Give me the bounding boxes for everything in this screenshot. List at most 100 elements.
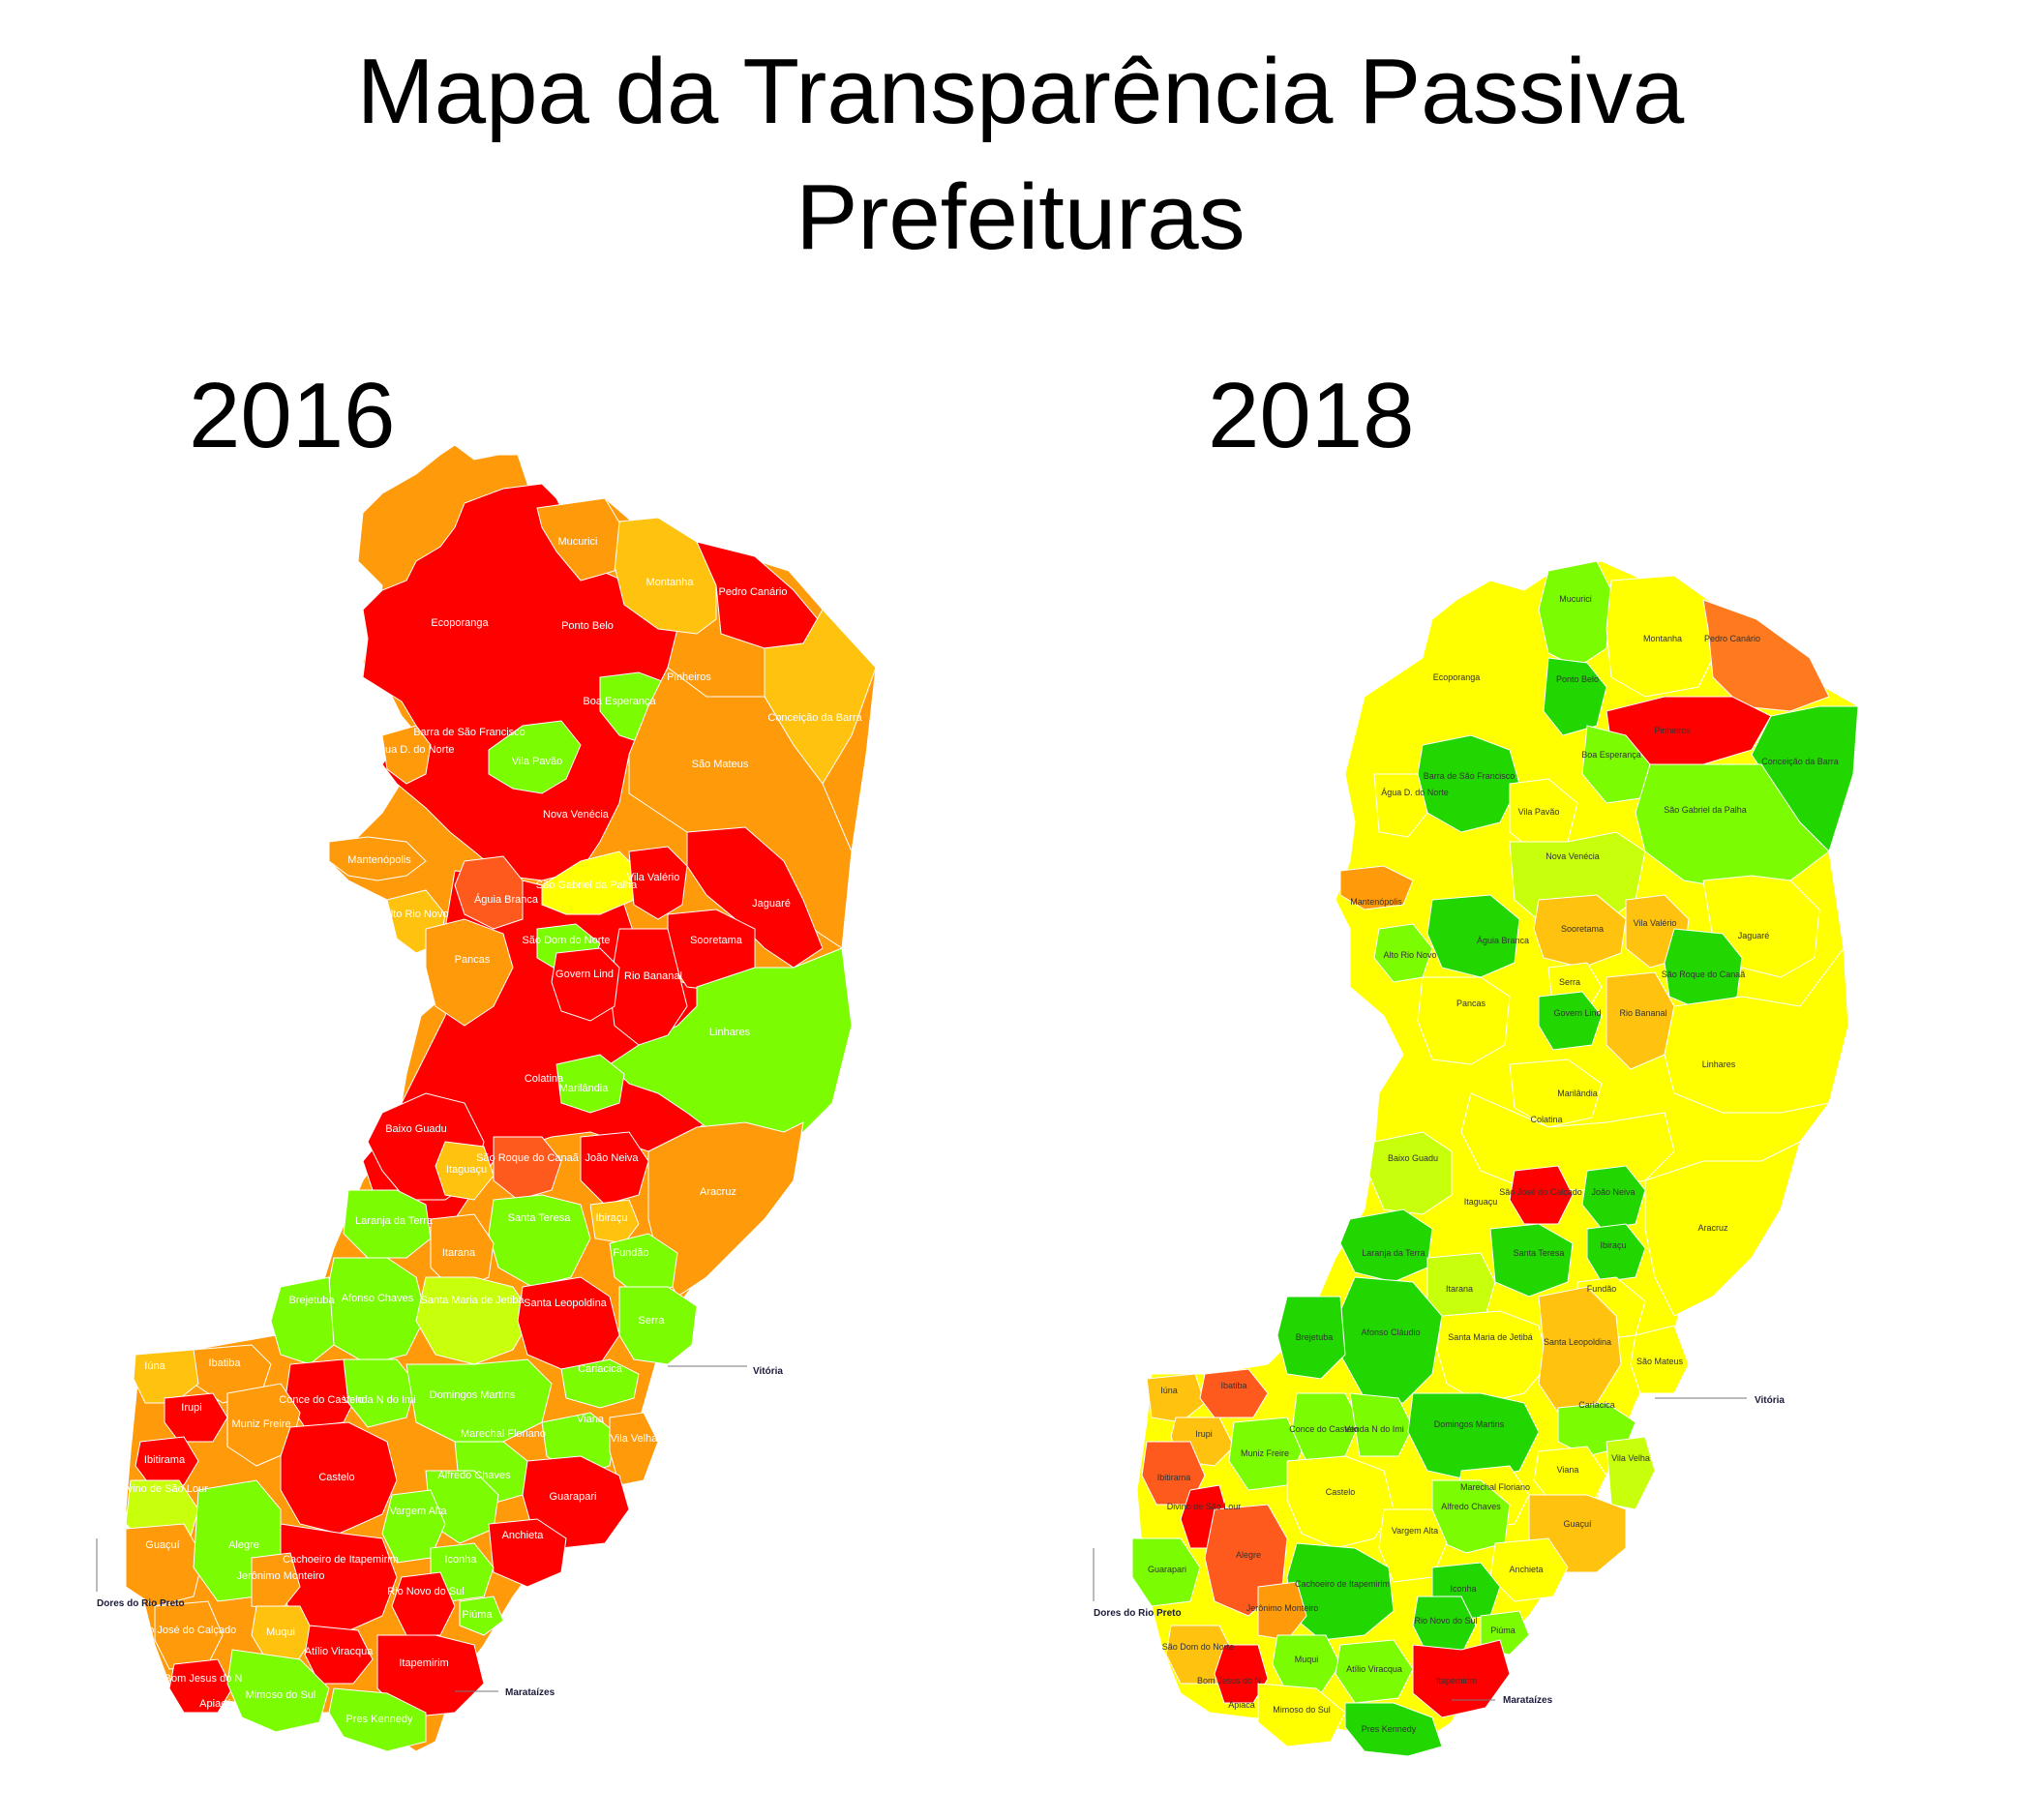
region-2016-pres-kennedy: [328, 1687, 427, 1752]
region-2018-ibatiba: [1199, 1368, 1269, 1418]
label-2018-2: Pedro Canário: [1704, 634, 1760, 643]
label-2018-76: Pres Kennedy: [1362, 1724, 1417, 1734]
map-2016: [125, 444, 877, 1752]
label-2016-61: Guaçuí: [145, 1539, 179, 1551]
label-2016-59: Vargem Alta: [389, 1506, 447, 1517]
region-2016-itaguacu: [435, 1141, 495, 1201]
label-2016-47: Conce do Castelo: [279, 1394, 363, 1406]
region-2018-iuna: [1146, 1373, 1206, 1423]
region-2016-north-red: [362, 483, 678, 881]
label-2018-40: Santa Leopoldina: [1544, 1337, 1611, 1347]
label-2016-63: Cachoeiro de Itapemirim: [283, 1554, 399, 1566]
label-2018-26: Colatina: [1530, 1115, 1562, 1124]
label-2016-5: Pinheiros: [667, 671, 711, 683]
region-2018-castelo: [1286, 1455, 1395, 1549]
label-2018-29: João Neiva: [1591, 1187, 1635, 1197]
region-2016-atilio-vivacqua: [304, 1625, 374, 1685]
region-2018-govern-lind: [1538, 991, 1603, 1051]
label-2018-27: Baixo Guadu: [1388, 1153, 1438, 1163]
label-2016-70: Atílio Viracqua: [305, 1646, 375, 1657]
label-2016-62: Alegre: [228, 1539, 259, 1551]
label-2016-8: Barra de São Francisco: [413, 727, 525, 738]
region-2016-laranja-terra: [343, 1189, 432, 1259]
label-2018-34: Ibiraçu: [1600, 1240, 1626, 1250]
label-2016-11: São Mateus: [692, 759, 749, 770]
region-2016-joao-neiva: [580, 1131, 649, 1206]
label-2016-68: Dores do Rio Preto: [97, 1598, 185, 1609]
label-2018-12: Nova Venécia: [1546, 851, 1600, 861]
label-2016-51: Vila Velha: [611, 1433, 659, 1445]
label-2016-15: São Gabriel da Palha: [536, 880, 638, 891]
label-2016-3: Ecoporanga: [431, 617, 489, 629]
label-2018-72: São Dom do Norte: [1162, 1642, 1235, 1652]
label-2016-44: Irupi: [181, 1402, 201, 1414]
region-2016-bom-jesus: [168, 1658, 233, 1714]
label-2018-36: Fundão: [1587, 1284, 1617, 1294]
label-2016-36: Fundão: [613, 1247, 648, 1259]
region-2016-ibiracu: [589, 1199, 640, 1244]
region-2018-marilandia: [1509, 1059, 1603, 1128]
label-2018-52: Marechal Floriano: [1460, 1482, 1530, 1492]
label-2016-13: Mantenópolis: [347, 854, 411, 866]
label-2018-19: São Roque do Canaã: [1662, 970, 1746, 979]
label-2018-22: Govern Lind: [1553, 1008, 1601, 1018]
label-2018-31: Aracruz: [1697, 1223, 1728, 1233]
label-2018-51: Vila Velha: [1611, 1453, 1650, 1463]
label-2016-52: Marechal Floriano: [461, 1428, 546, 1440]
label-2016-28: São Roque do Canaã: [476, 1152, 580, 1164]
region-2018-laranja-terra: [1339, 1208, 1433, 1283]
label-2018-58: Guarapari: [1148, 1565, 1186, 1574]
label-2016-30: Itaguaçu: [446, 1164, 487, 1176]
label-2018-73: Bom Jesus do N: [1197, 1676, 1261, 1686]
label-2018-18: Alto Rio Novo: [1383, 950, 1436, 960]
region-2018-venda-nova: [1349, 1392, 1414, 1457]
region-2016-ibitirama: [135, 1436, 199, 1486]
region-2018-sao-mateus-label-area: [1630, 1325, 1690, 1394]
label-2016-40: Santa Leopoldina: [524, 1298, 608, 1309]
label-2018-8: Barra de São Francisco: [1424, 771, 1516, 781]
region-2016-pancas: [425, 918, 514, 1027]
label-2016-26: Colatina: [525, 1073, 564, 1085]
label-2016-24: Linhares: [709, 1027, 751, 1038]
label-2016-22: Govern Lind: [555, 969, 614, 980]
label-2016-45: Cariacica: [578, 1363, 623, 1375]
label-2016-73: Bom Jesus do N: [165, 1673, 243, 1685]
region-2016-vila-velha: [609, 1412, 659, 1486]
label-2018-37: Afonso Cláudio: [1361, 1328, 1420, 1337]
region-2018-jeronimo: [1257, 1581, 1307, 1641]
label-2018-45: Cariacica: [1578, 1400, 1615, 1410]
label-2016-64: Iconha: [444, 1554, 477, 1566]
label-2016-34: Ibiraçu: [595, 1212, 627, 1224]
region-2016-vila-pavao: [488, 720, 582, 794]
region-2018-montanha: [1606, 575, 1719, 698]
label-2016-46: Vitória: [753, 1366, 783, 1377]
labels-2016: Mucurici Montanha Pedro Canário Ecoporan…: [96, 536, 862, 1725]
label-2018-16: Águia Branca: [1477, 936, 1529, 945]
region-2016-montanha: [609, 517, 717, 635]
label-2018-74: Apiacá: [1228, 1700, 1255, 1710]
region-2016-aguia-branca: [454, 855, 524, 930]
region-2016-guacui: [125, 1523, 204, 1607]
label-2016-69: Muqui: [266, 1626, 295, 1638]
label-2018-77: Marataízes: [1503, 1695, 1553, 1706]
label-2016-19: São Dom do Norte: [522, 935, 610, 946]
label-2018-54: Ibitirama: [1157, 1473, 1191, 1482]
label-2018-1: Montanha: [1643, 634, 1682, 643]
label-2018-5: Pinheiros: [1654, 726, 1691, 735]
label-2018-59: Vargem Alta: [1392, 1526, 1438, 1536]
label-2016-9: Água D. do Norte: [373, 743, 455, 756]
label-2016-71: Itapemirim: [399, 1657, 448, 1669]
region-2018-itapemirim: [1412, 1639, 1511, 1718]
region-2016-rio-novo-sul: [391, 1571, 456, 1636]
label-2018-14: Vila Valério: [1634, 918, 1677, 928]
region-2016-serra: [618, 1286, 698, 1365]
region-2016-marilandia: [555, 1054, 625, 1114]
region-2018-guarapari-west: [1131, 1537, 1201, 1607]
label-2016-55: Castelo: [318, 1472, 354, 1483]
region-2018-joao-neiva: [1581, 1165, 1646, 1230]
label-2018-11: São Gabriel da Palha: [1664, 805, 1747, 815]
label-2018-41: São Mateus: [1636, 1357, 1684, 1366]
label-2018-7: Conceição da Barra: [1761, 757, 1839, 766]
region-2016-mucurici: [536, 497, 620, 582]
